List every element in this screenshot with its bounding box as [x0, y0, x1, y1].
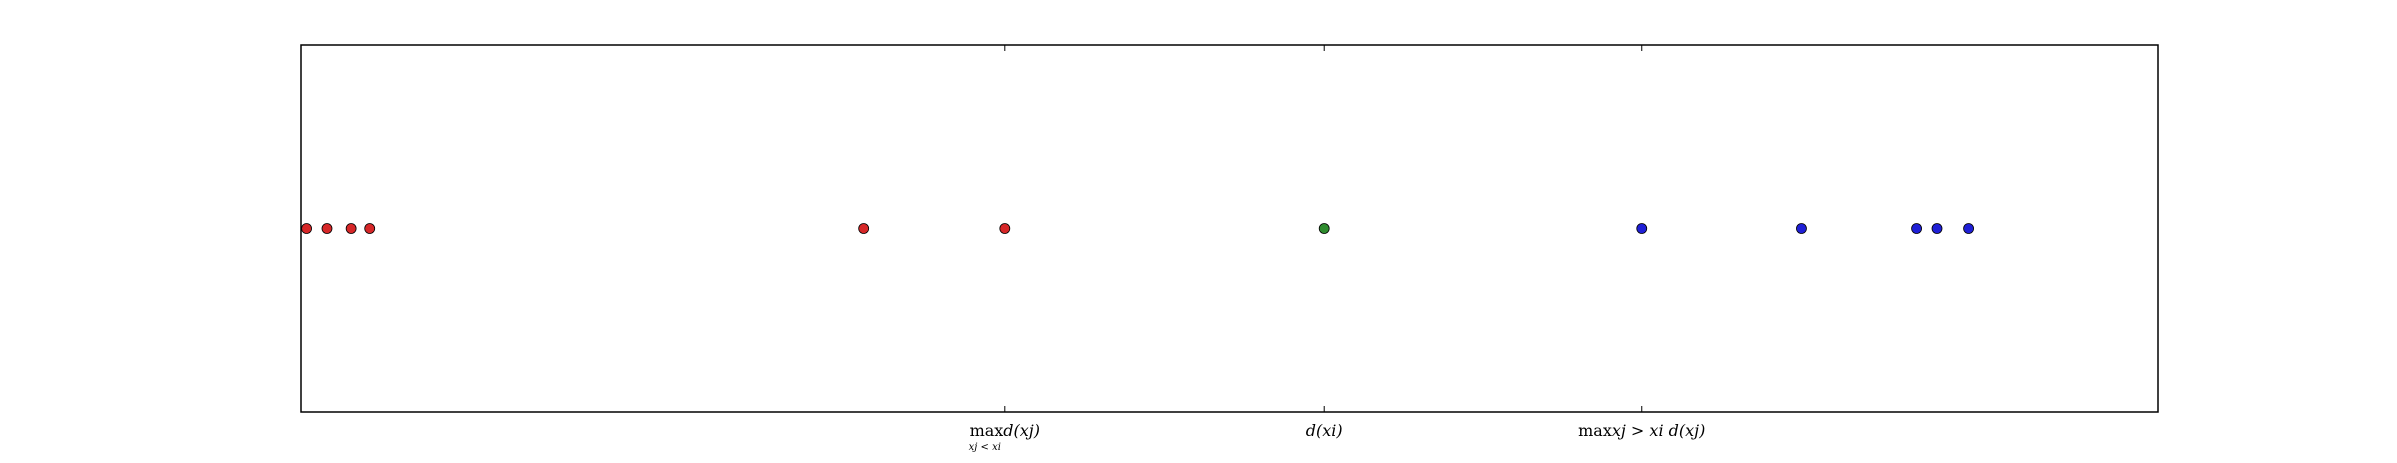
x-tick-label-0: maxd(xj) [970, 421, 1040, 440]
data-point-left-5 [999, 223, 1011, 234]
x-tick-label-1: d(xi) [1306, 421, 1343, 440]
data-point-right-4 [1963, 223, 1974, 234]
data-point-left-4 [858, 223, 870, 234]
points-layer [301, 223, 1974, 234]
data-point-right-2 [1911, 223, 1922, 234]
x-tick-label-2: maxxj > xi d(xj) [1578, 421, 1705, 440]
plot-frame [300, 44, 2159, 413]
data-point-left-3 [364, 223, 376, 234]
x-tick-sublabel-0: xj < xi [969, 442, 1001, 453]
data-point-right-3 [1931, 223, 1943, 234]
data-point-left-2 [345, 223, 357, 234]
data-point-right-0 [1636, 223, 1648, 234]
data-point-right-1 [1796, 223, 1807, 234]
data-point-left-0 [301, 223, 312, 234]
ticks-layer: maxd(xj) xj < xi d(xi) maxxj > xi d(xj) [969, 45, 1705, 453]
data-point-center-0 [1318, 223, 1330, 234]
data-point-left-1 [321, 223, 333, 234]
